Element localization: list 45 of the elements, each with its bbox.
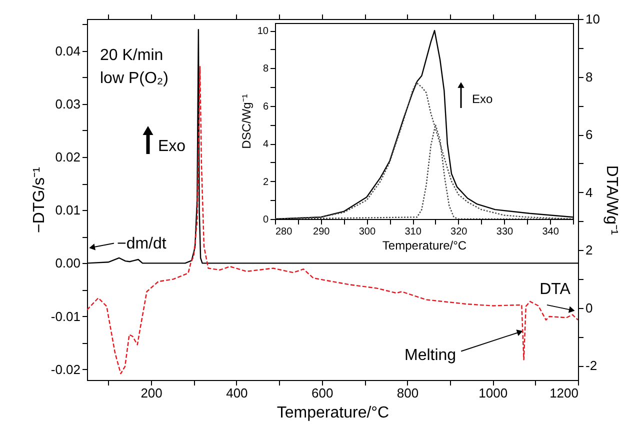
- y-tick-label: 2: [262, 176, 269, 188]
- x-tick-label: 200: [140, 386, 162, 400]
- x-tick-label: 300: [358, 226, 376, 238]
- y2-tick-label: 2: [586, 242, 593, 258]
- x-tick-label: 400: [226, 386, 248, 400]
- x-tick-label: 280: [276, 226, 293, 238]
- y2-tick-label: -2: [586, 358, 598, 374]
- y-axis-title: −DTG/s⁻¹: [30, 167, 48, 233]
- y-tick-label: 0.00: [55, 256, 80, 271]
- y2-tick-label: 4: [586, 184, 593, 200]
- x-axis-title: Temperature/°C: [382, 238, 467, 252]
- x-tick-label: 1000: [478, 386, 508, 400]
- y-tick-label: 4: [262, 139, 269, 150]
- y2-tick-label: 6: [586, 127, 593, 142]
- y-tick-label: 6: [262, 101, 269, 112]
- x-tick-label: 310: [404, 226, 422, 238]
- y-tick-label: 0.02: [55, 150, 80, 165]
- x-tick-label: 600: [311, 386, 334, 400]
- y-tick-label: 0.01: [55, 202, 80, 218]
- y-axis-title: DSC/Wg⁻¹: [239, 94, 254, 149]
- y2-tick-label: 8: [586, 69, 593, 84]
- y-tick-label: 0.03: [55, 96, 80, 112]
- y-tick-label: 10: [257, 26, 269, 38]
- x-tick-label: 330: [496, 226, 514, 238]
- y-tick-label: 0: [262, 214, 269, 226]
- annotation: −dm/dt: [116, 235, 167, 252]
- x-tick-label: 1200: [550, 386, 578, 400]
- y2-tick-label: 10: [586, 12, 600, 26]
- annotation: low P(O₂): [100, 70, 168, 87]
- y2-tick-label: 0: [586, 300, 593, 316]
- x-tick-label: 320: [450, 226, 468, 238]
- series-label: DTA: [540, 280, 571, 298]
- annotation: 20 K/min: [100, 47, 164, 64]
- y-tick-label: -0.02: [50, 362, 80, 377]
- x-axis-title: Temperature/°C: [276, 404, 390, 422]
- y2-axis-title: DTA/Wg⁻¹: [602, 165, 620, 235]
- annotation: Exo: [472, 92, 494, 106]
- annotation: Melting: [404, 347, 456, 364]
- y-tick-label: -0.01: [50, 308, 80, 324]
- y-tick-label: 8: [262, 64, 269, 75]
- x-tick-label: 800: [396, 386, 419, 400]
- x-tick-label: 290: [313, 226, 330, 238]
- annotation: Exo: [158, 138, 186, 155]
- x-tick-label: 340: [542, 226, 560, 238]
- y-tick-label: 0.04: [55, 43, 80, 58]
